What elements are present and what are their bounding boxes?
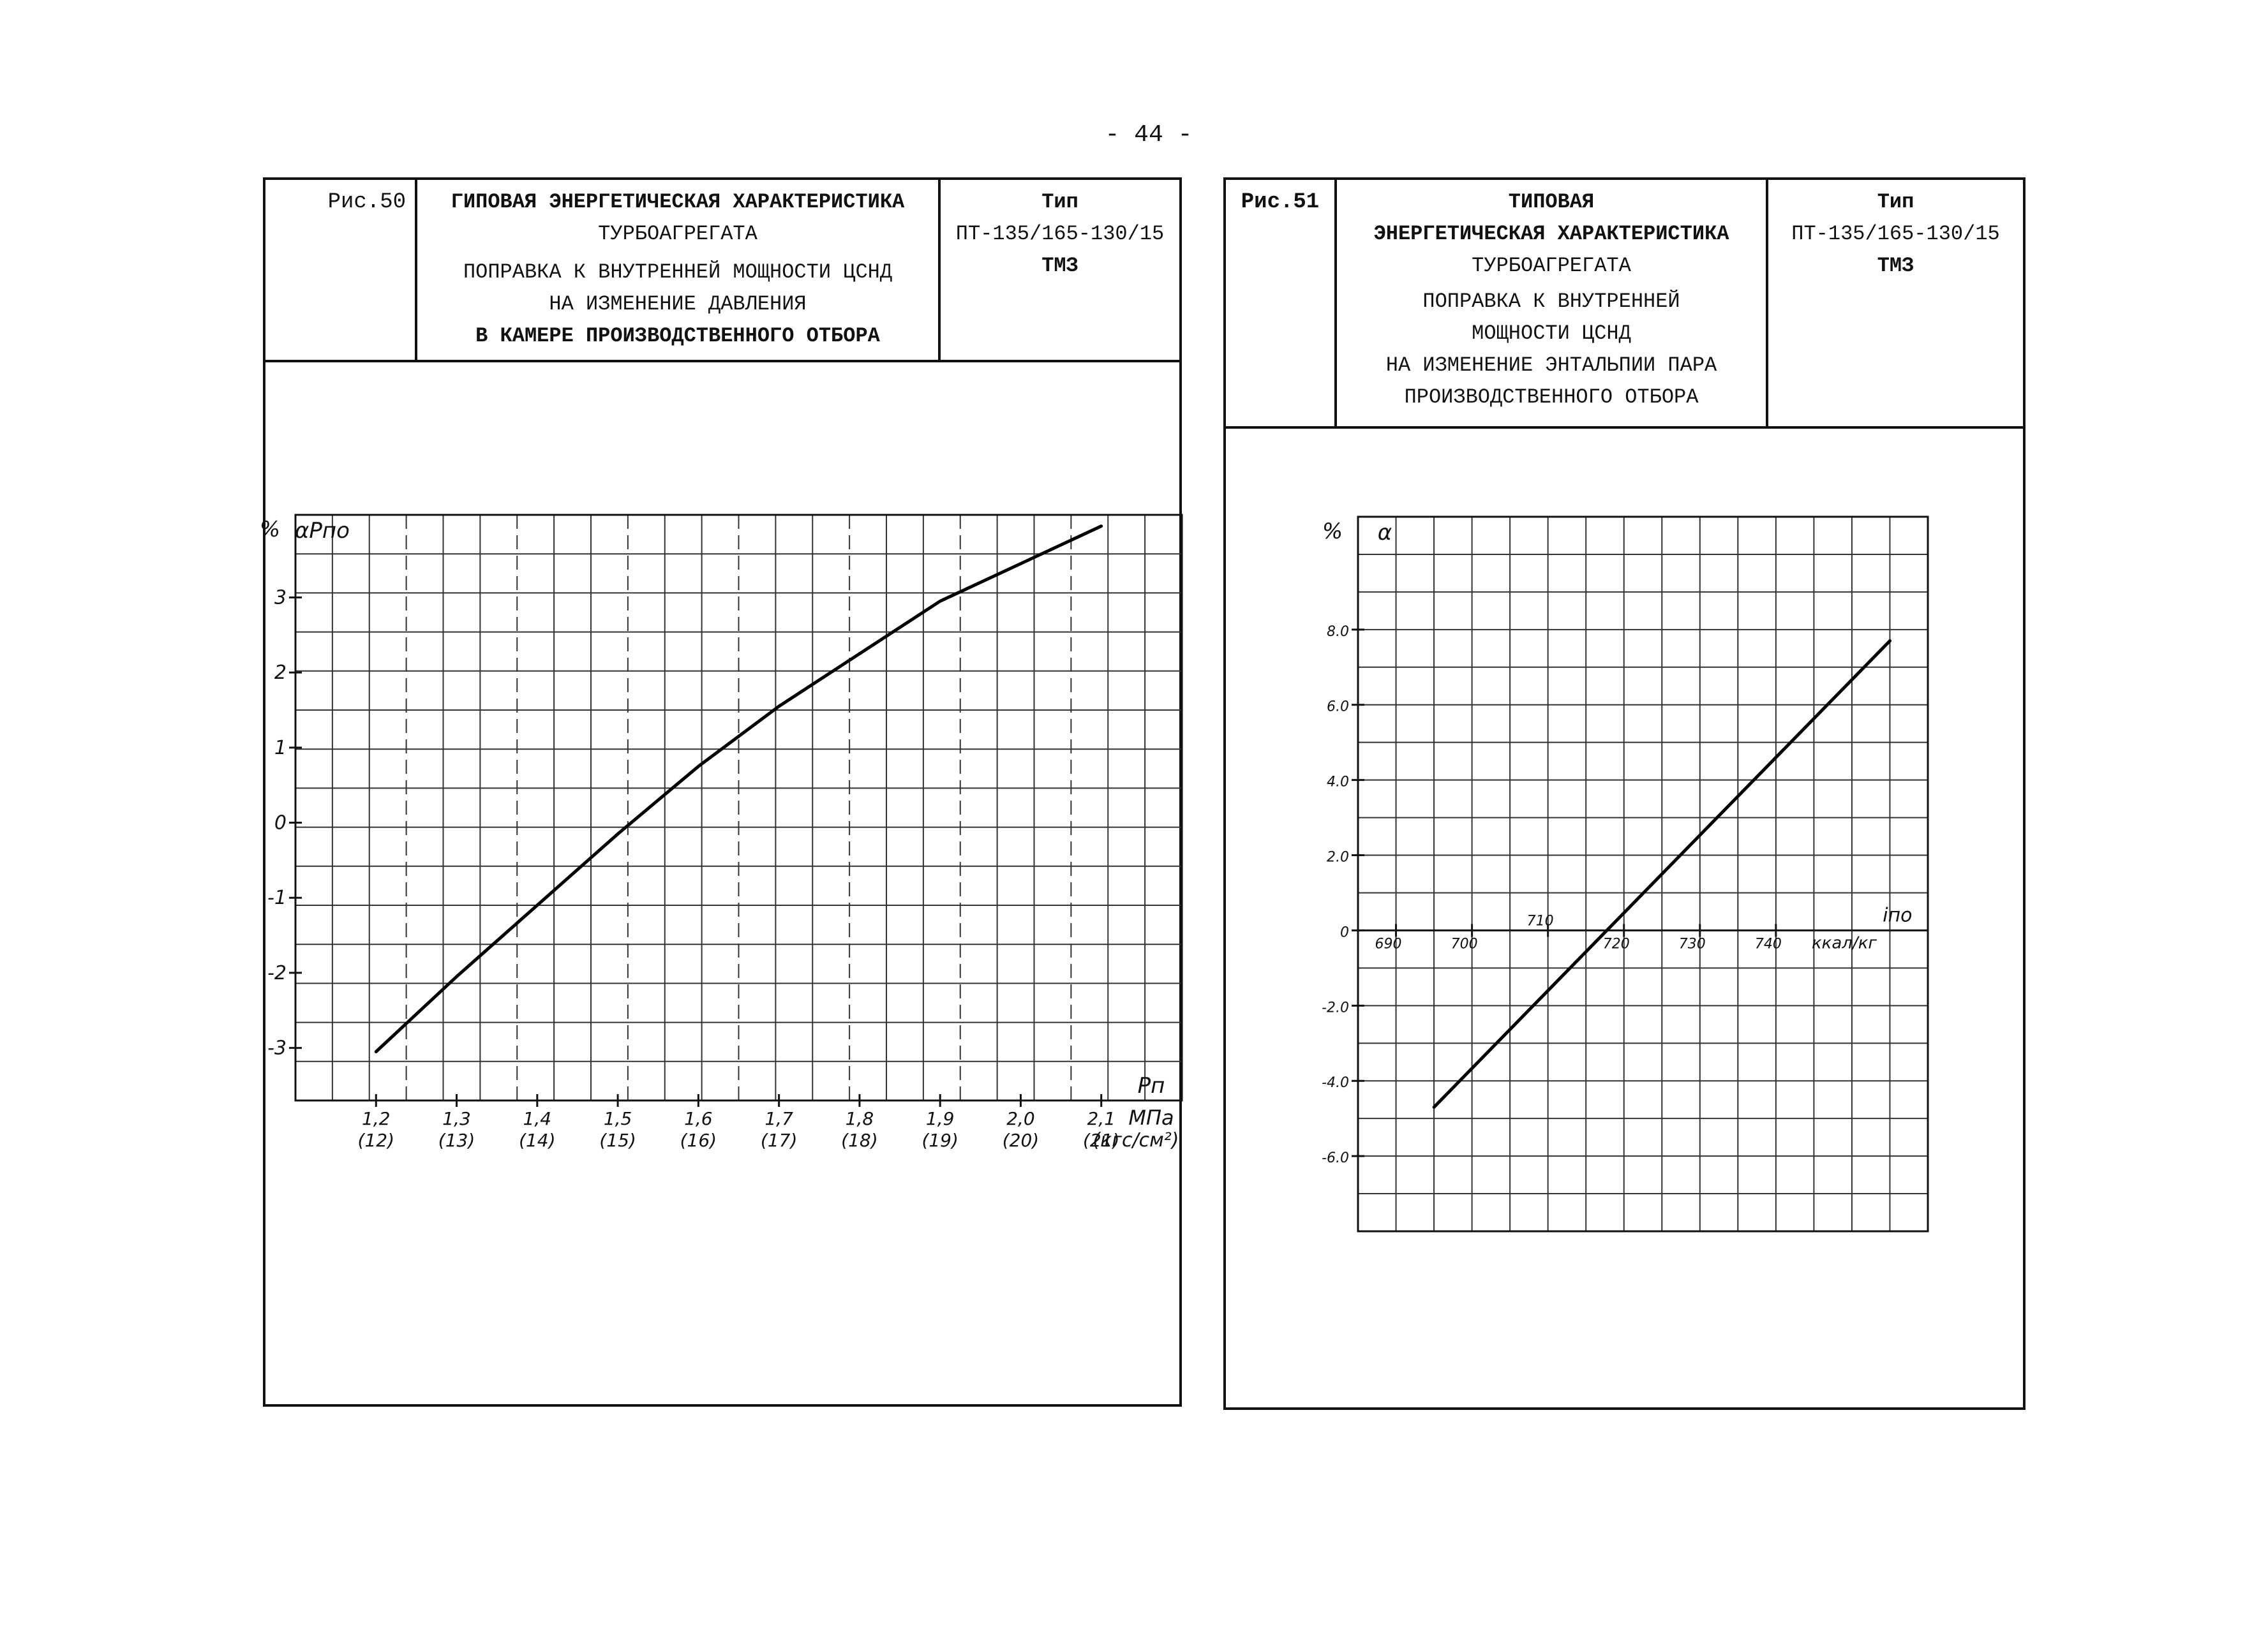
x-tick-label: 2,1 [1087,1108,1115,1129]
y-axis-unit: % [1322,519,1343,544]
x-tick-label: 1,5 [604,1108,632,1129]
x-tick-label: 1,4 [523,1108,552,1129]
y-tick-label: 0 [274,812,287,834]
x-axis-unit: МПа [1128,1106,1174,1130]
figure-51-title-line: ТУРБОАГРЕГАТА [1472,254,1631,278]
x-tick-label-alt: (18) [841,1130,877,1151]
figure-50-panel: Рис.50 ГИПОВАЯ ЭНЕРГЕТИЧЕСКАЯ ХАРАКТЕРИС… [263,177,1182,1407]
figure-51-subtitle-line: МОЩНОСТИ ЦСНД [1472,322,1631,345]
figure-51-label: Рис.51 [1226,180,1337,426]
chart-2 [1352,515,1929,1233]
x-tick-label: 690 [1375,936,1402,952]
figure-50-type-line: ТМЗ [1041,254,1078,278]
y-tick-label: 3 [274,586,287,609]
y-tick-label: 2.0 [1327,850,1349,866]
figure-51-subtitle-line: ПОПРАВКА К ВНУТРЕННЕЙ [1422,290,1680,313]
figure-50-label: Рис.50 [265,180,417,360]
x-tick-label-alt: (12) [358,1130,394,1151]
figure-50-type-line: Тип [1041,190,1078,214]
x-tick-label: 720 [1603,936,1630,952]
x-tick-label: 1,2 [362,1108,391,1129]
x-tick-label-alt: (21) [1083,1130,1119,1151]
x-tick-label-alt: (16) [680,1130,717,1151]
figure-50-type-block: Тип ПТ-135/165-130/15 ТМЗ [941,180,1179,360]
x-tick-label: 1,7 [765,1108,793,1129]
figure-51-header: Рис.51 ТИПОВАЯ ЭНЕРГЕТИЧЕСКАЯ ХАРАКТЕРИС… [1226,180,2023,429]
x-tick-label-alt: (19) [921,1130,958,1151]
series-line [1432,639,1891,1109]
figure-51-title-line: ТИПОВАЯ [1508,190,1595,214]
x-tick-label: 1,3 [442,1108,471,1129]
y-tick-label: 2 [274,662,287,684]
x-axis-label: Pп [1138,1073,1165,1099]
x-axis-label: iпо [1883,904,1912,926]
x-tick-label: 710 [1527,913,1554,929]
y-axis-label: α [1378,520,1392,545]
figure-51-type-block: Тип ПТ-135/165-130/15 ТМЗ [1768,180,2023,426]
figure-51-panel: Рис.51 ТИПОВАЯ ЭНЕРГЕТИЧЕСКАЯ ХАРАКТЕРИС… [1223,177,2026,1410]
y-axis-label: αPпо [295,518,350,544]
plot-frame [294,514,1183,1102]
y-tick-label: 4.0 [1327,774,1349,790]
y-tick-label: 0 [1340,924,1349,940]
y-tick-label: -6.0 [1322,1150,1349,1166]
figure-50-type-line: ПТ-135/165-130/15 [955,222,1165,246]
x-tick-label-alt: (13) [438,1130,475,1151]
x-axis-unit-alt: (кгс/см²) [1093,1129,1179,1152]
x-tick-label: 2,0 [1006,1108,1035,1129]
chart-1 [289,514,1183,1107]
figure-50-subtitle-line: ПОПРАВКА К ВНУТРЕННЕЙ МОЩНОСТИ ЦСНД [463,260,893,284]
y-tick-label: -4.0 [1322,1075,1349,1091]
x-tick-label: 740 [1755,936,1782,952]
figure-51-type-line: ТМЗ [1877,254,1914,278]
x-tick-label: 1,9 [926,1108,955,1129]
figure-51-type-line: Тип [1877,190,1914,214]
x-tick-label-alt: (20) [1003,1130,1039,1151]
x-axis-unit: ккал/кг [1812,933,1877,952]
figure-51-subtitle-line: ПРОИЗВОДСТВЕННОГО ОТБОРА [1404,385,1699,409]
x-tick-label-alt: (15) [599,1130,636,1151]
y-tick-label: -2.0 [1322,1000,1349,1016]
y-tick-label: 8.0 [1327,624,1349,640]
y-tick-label: 1 [274,737,287,759]
x-tick-label: 700 [1451,936,1478,952]
x-tick-label: 1,8 [846,1108,874,1129]
figure-51-subtitle-line: НА ИЗМЕНЕНИЕ ЭНТАЛЬПИИ ПАРА [1385,353,1717,377]
y-tick-label: -3 [267,1037,287,1060]
x-tick-label-alt: (17) [761,1130,797,1151]
figure-51-type-line: ПТ-135/165-130/15 [1791,222,2000,246]
x-tick-label: 730 [1679,936,1706,952]
y-tick-label: -2 [267,962,287,984]
plot-frame [1357,515,1929,1233]
page-number: - 44 - [1105,121,1193,149]
figure-50-title-block: ГИПОВАЯ ЭНЕРГЕТИЧЕСКАЯ ХАРАКТЕРИСТИКА ТУ… [417,180,941,360]
x-tick-label-alt: (14) [519,1130,555,1151]
figure-50-subtitle-line: В КАМЕРЕ ПРОИЗВОДСТВЕННОГО ОТБОРА [475,324,880,348]
figure-50-subtitle-line: НА ИЗМЕНЕНИЕ ДАВЛЕНИЯ [549,292,807,316]
y-tick-label: -1 [267,887,287,909]
figure-50-title-line: ТУРБОАГРЕГАТА [598,222,757,246]
figure-50-header: Рис.50 ГИПОВАЯ ЭНЕРГЕТИЧЕСКАЯ ХАРАКТЕРИС… [265,180,1179,362]
x-tick-label: 1,6 [684,1108,713,1129]
y-axis-unit: % [260,517,280,542]
y-tick-label: 6.0 [1327,699,1349,715]
figure-51-title-block: ТИПОВАЯ ЭНЕРГЕТИЧЕСКАЯ ХАРАКТЕРИСТИКА ТУ… [1337,180,1768,426]
series-line [374,524,1103,1053]
figure-51-title-line: ЭНЕРГЕТИЧЕСКАЯ ХАРАКТЕРИСТИКА [1373,222,1729,246]
figure-50-title-line: ГИПОВАЯ ЭНЕРГЕТИЧЕСКАЯ ХАРАКТЕРИСТИКА [451,190,905,214]
